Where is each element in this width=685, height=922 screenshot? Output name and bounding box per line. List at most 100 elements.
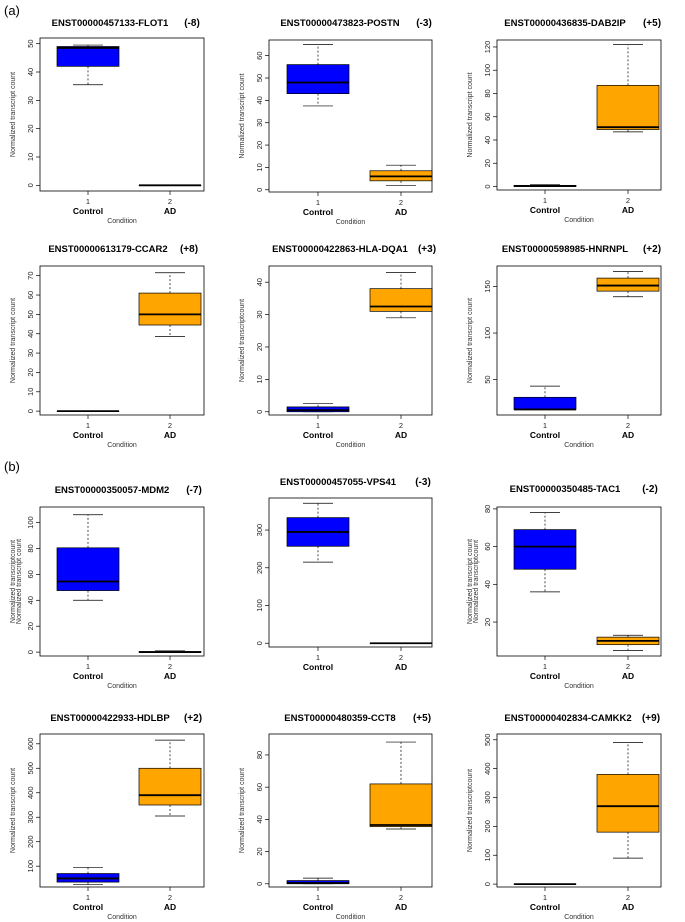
x-tick-number: 2 [399, 198, 403, 207]
box-control [56, 44, 120, 86]
x-tick-number: 2 [399, 421, 403, 430]
plot-frame [268, 497, 433, 648]
box-ad [138, 272, 202, 337]
y-tick-label: 10 [26, 153, 35, 161]
x-tick-number: 1 [86, 421, 90, 430]
y-tick-label: 60 [255, 51, 264, 59]
plot-frame [39, 733, 205, 888]
y-tick-label: 40 [255, 815, 264, 823]
x-tick-number: 1 [316, 198, 320, 207]
y-tick-label: 40 [483, 136, 492, 144]
y-tick-label: 200 [255, 562, 264, 575]
chart-4: ENST00000613179-CCAR2 (+8) 0 10 20 30 40 50 60 70… [10, 244, 205, 449]
chart-suffix: (+8) [180, 244, 198, 255]
x-axis-label: Condition [564, 442, 594, 449]
x-category-label: Control [73, 902, 103, 912]
x-axis-label: Condition [336, 219, 366, 226]
x-tick-number: 2 [168, 197, 172, 206]
plot-frame [496, 39, 662, 191]
chart-3: ENST00000436835-DAB2IP (+5)02040608010012… [467, 18, 662, 224]
y-tick-label: 60 [483, 542, 492, 550]
y-tick-label: 80 [483, 89, 492, 97]
box-control [56, 867, 120, 885]
x-tick-number: 2 [168, 893, 172, 902]
y-tick-label: 60 [255, 783, 264, 791]
y-tick-label: 40 [26, 68, 35, 76]
y-tick-label: 20 [255, 343, 264, 351]
y-tick-label: 40 [483, 580, 492, 588]
x-tick-number: 2 [626, 421, 630, 430]
chart-title: ENST00000613179-CCAR2 [48, 244, 167, 255]
x-category-label: Control [303, 902, 333, 912]
y-tick-label: 70 [26, 272, 35, 280]
y-tick-label: 20 [26, 124, 35, 132]
plot-frame [39, 265, 205, 416]
y-tick-label: 0 [483, 882, 492, 886]
y-tick-label: 20 [483, 159, 492, 167]
y-axis-label: Normalized transcript count [239, 73, 246, 158]
x-category-label: AD [164, 430, 176, 440]
x-tick-number: 1 [543, 421, 547, 430]
box-ad [369, 741, 433, 830]
y-tick-label: 120 [483, 41, 492, 54]
chart-title: ENST00000598985-HNRNPL [502, 244, 628, 255]
y-tick-label: 300 [255, 524, 264, 537]
y-tick-label: 0 [483, 184, 492, 188]
x-category-label: Control [73, 671, 103, 681]
x-tick-number: 2 [626, 893, 630, 902]
box-ad [138, 650, 202, 654]
chart-suffix: (-7) [186, 485, 202, 496]
y-tick-label: 600 [26, 738, 35, 751]
plot-frame [39, 506, 205, 657]
box-control [286, 502, 350, 563]
x-tick-number: 2 [399, 893, 403, 902]
y-tick-label: 60 [483, 113, 492, 121]
y-tick-label: 500 [26, 762, 35, 775]
x-tick-number: 1 [86, 662, 90, 671]
x-category-label: AD [164, 671, 176, 681]
x-category-label: AD [395, 207, 407, 217]
y-tick-label: 50 [255, 74, 264, 82]
y-axis-label: Normalized transcript count [467, 298, 474, 383]
box-control [286, 877, 350, 885]
chart-10: ENST00000422933-HDLBP (+2) 100 200 300 400 500… [10, 713, 205, 921]
chart-11: ENST00000480359-CCT8 (+5) 0 20 40 60 80 Normali… [239, 713, 433, 921]
chart-suffix: (+2) [643, 244, 661, 255]
y-tick-label: 30 [255, 119, 264, 127]
plot-frame [496, 506, 662, 657]
x-category-label: Control [73, 206, 103, 216]
x-category-label: AD [164, 902, 176, 912]
y-tick-label: 100 [483, 849, 492, 862]
x-category-label: Control [530, 430, 560, 440]
x-axis-label: Condition [107, 218, 137, 225]
y-tick-label: 50 [26, 310, 35, 318]
chart-2: ENST00000473823-POSTN (-3) 0 10 20 30 40 50 60 No… [239, 18, 433, 226]
y-tick-label: 30 [255, 310, 264, 318]
chart-title: ENST00000436835-DAB2IP [504, 18, 626, 29]
box-ad [596, 271, 660, 298]
chart-title: ENST00000402834-CAMKK2 [504, 713, 631, 724]
x-tick-number: 1 [543, 662, 547, 671]
y-tick-label: 40 [26, 330, 35, 338]
y-axis-label: Normalized transcript count [10, 768, 17, 853]
box-iqr [56, 547, 120, 591]
chart-suffix: (+9) [642, 713, 660, 724]
y-axis-label: Normalized transcript count [10, 72, 17, 157]
x-category-label: Control [303, 207, 333, 217]
y-tick-label: 80 [255, 751, 264, 759]
box-control [513, 385, 577, 411]
x-axis-label: Condition [564, 683, 594, 690]
x-axis-label: Condition [107, 914, 137, 921]
y-tick-label: 50 [483, 375, 492, 383]
box-iqr [513, 529, 577, 570]
x-category-label: AD [622, 430, 634, 440]
chart-8: ENST00000457055-VPS41 (-3) 0 100 200 300 1Cont… [255, 477, 433, 672]
box-ad [138, 739, 202, 817]
x-tick-number: 2 [626, 662, 630, 671]
plot-frame [496, 733, 662, 888]
box-control [56, 514, 120, 601]
y-tick-label: 100 [483, 327, 492, 340]
x-category-label: AD [395, 430, 407, 440]
x-tick-number: 1 [316, 893, 320, 902]
